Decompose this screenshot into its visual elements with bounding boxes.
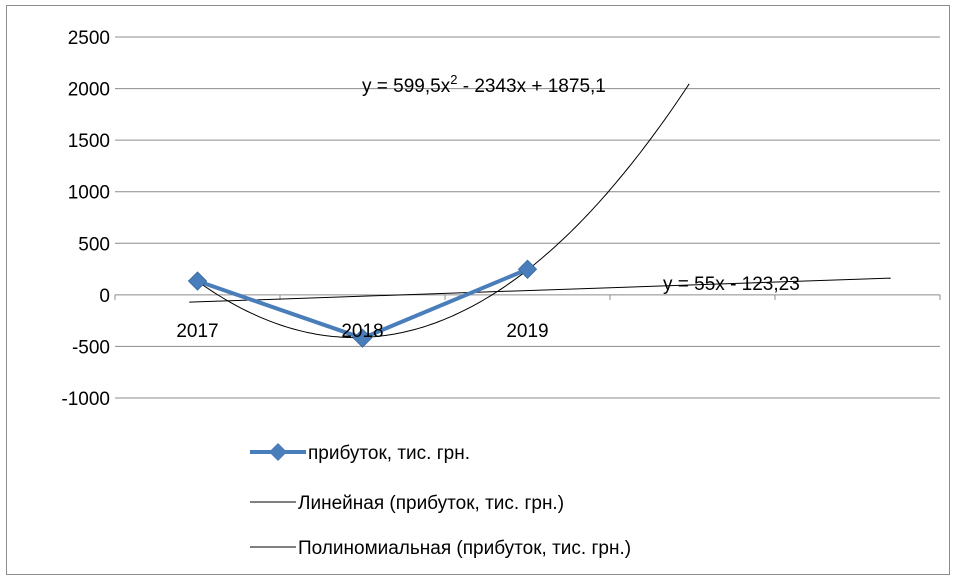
polynomial-equation-suffix: - 2343x + 1875,1 bbox=[457, 76, 605, 97]
gridlines bbox=[115, 36, 940, 399]
x-tick-label: 2019 bbox=[506, 321, 548, 342]
x-tick-labels: 2017 2018 2019 bbox=[176, 321, 548, 342]
polynomial-equation: y = 599,5x2 - 2343x + 1875,1 bbox=[362, 72, 606, 97]
legend-trendline-label: Полиномиальная (прибуток, тис. грн.) bbox=[298, 538, 631, 559]
series bbox=[187, 259, 538, 348]
x-tick-label: 2018 bbox=[341, 321, 383, 342]
data-point-marker bbox=[517, 259, 538, 279]
linear-equation: y = 55x - 123,23 bbox=[663, 274, 800, 295]
linear-trendline bbox=[189, 277, 891, 303]
trendline-equations: y = 599,5x2 - 2343x + 1875,1 y = 55x - 12… bbox=[362, 72, 800, 295]
legend-trendline-label: Линейная (прибуток, тис. грн.) bbox=[298, 493, 564, 514]
data-point-marker bbox=[352, 328, 373, 348]
polynomial-equation-exponent: 2 bbox=[450, 72, 457, 87]
y-tick-label: -500 bbox=[72, 337, 110, 358]
y-tick-label: -1000 bbox=[61, 389, 110, 410]
polynomial-equation-prefix: y = 599,5x bbox=[362, 76, 451, 97]
x-axis bbox=[114, 294, 941, 300]
trendlines bbox=[189, 83, 891, 339]
y-tick-label: 0 bbox=[99, 286, 110, 307]
legend-series-marker bbox=[269, 443, 287, 461]
polynomial-trendline bbox=[197, 83, 690, 339]
y-tick-label: 2000 bbox=[68, 80, 110, 101]
y-tick-label: 1000 bbox=[68, 183, 110, 204]
y-tick-label: 1500 bbox=[68, 131, 110, 152]
x-tick-label: 2017 bbox=[176, 321, 218, 342]
legend: прибуток, тис. грн. Линейная (прибуток, т… bbox=[250, 443, 631, 559]
legend-series-label: прибуток, тис. грн. bbox=[308, 443, 470, 464]
y-tick-label: 500 bbox=[78, 234, 110, 255]
y-tick-label: 2500 bbox=[68, 28, 110, 49]
y-tick-labels: 2500 2000 1500 1000 500 0 -500 -1000 bbox=[61, 28, 110, 410]
data-point-marker bbox=[187, 271, 208, 291]
